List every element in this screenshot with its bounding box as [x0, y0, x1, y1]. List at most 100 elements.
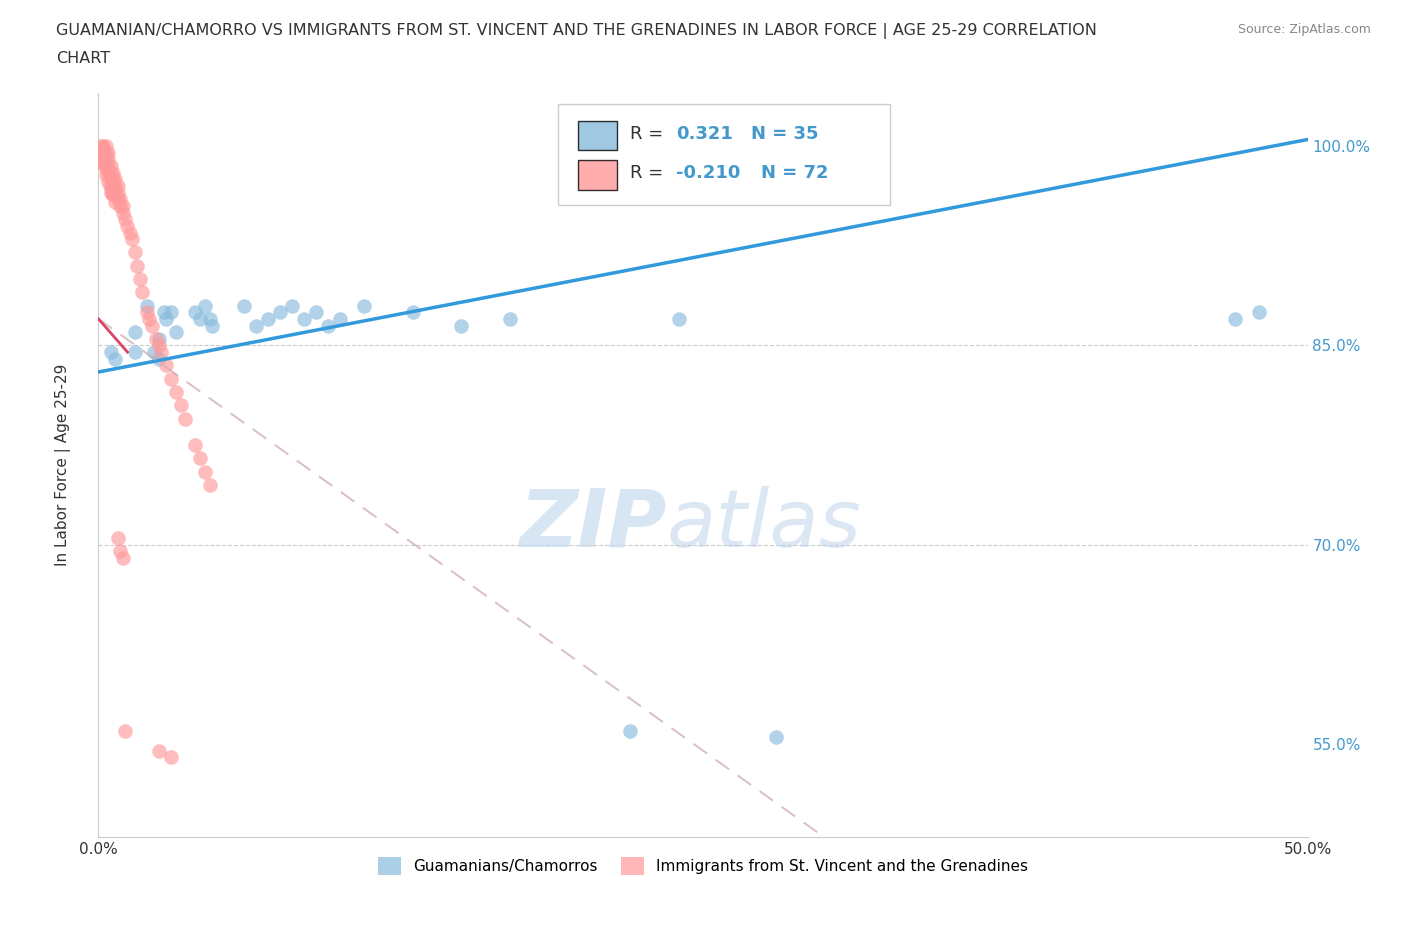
- Point: [101, 179, 124, 193]
- Point: [104, 185, 127, 200]
- Point: [100, 166, 122, 180]
- Point: [111, 198, 134, 213]
- Point: [160, 305, 183, 320]
- Point: [765, 730, 787, 745]
- Point: [91, 156, 114, 171]
- Point: [124, 345, 146, 360]
- Text: ZIP: ZIP: [519, 485, 666, 564]
- Point: [100, 172, 122, 187]
- Point: [118, 225, 141, 240]
- Point: [184, 438, 207, 453]
- Point: [145, 331, 167, 346]
- Point: [114, 212, 136, 227]
- Point: [131, 285, 153, 299]
- Point: [107, 179, 129, 193]
- Point: [128, 272, 150, 286]
- FancyBboxPatch shape: [578, 160, 617, 190]
- Point: [97, 145, 120, 160]
- Text: 0.321: 0.321: [676, 125, 734, 143]
- Point: [101, 166, 124, 180]
- Point: [148, 352, 170, 366]
- Point: [91, 142, 114, 157]
- Point: [107, 531, 129, 546]
- Point: [165, 325, 187, 339]
- Point: [97, 159, 120, 174]
- Legend: Guamanians/Chamorros, Immigrants from St. Vincent and the Grenadines: Guamanians/Chamorros, Immigrants from St…: [373, 851, 1033, 882]
- Point: [498, 312, 520, 326]
- Point: [160, 750, 183, 764]
- Point: [100, 181, 122, 196]
- Point: [256, 312, 278, 326]
- Point: [232, 299, 254, 313]
- Point: [90, 154, 112, 169]
- Point: [245, 318, 267, 333]
- Text: atlas: atlas: [666, 485, 862, 564]
- Point: [150, 345, 173, 360]
- Point: [104, 179, 127, 193]
- Point: [111, 551, 134, 565]
- Point: [201, 318, 224, 333]
- Point: [281, 299, 304, 313]
- Point: [90, 145, 112, 160]
- Point: [198, 312, 221, 326]
- Point: [198, 477, 221, 492]
- Point: [97, 175, 120, 190]
- Point: [402, 305, 425, 320]
- Point: [117, 219, 139, 233]
- Point: [111, 206, 134, 220]
- Point: [668, 312, 690, 326]
- Point: [184, 305, 207, 320]
- Point: [101, 185, 124, 200]
- Point: [188, 312, 211, 326]
- Text: CHART: CHART: [56, 51, 110, 66]
- Point: [100, 159, 122, 174]
- Point: [108, 544, 131, 559]
- Point: [94, 159, 117, 174]
- Point: [94, 145, 117, 160]
- Point: [104, 172, 127, 187]
- Point: [1223, 312, 1246, 326]
- Point: [90, 141, 112, 156]
- Point: [97, 152, 120, 166]
- Point: [108, 192, 131, 206]
- Point: [94, 152, 117, 166]
- Point: [165, 384, 187, 399]
- Point: [269, 305, 291, 320]
- Text: -0.210: -0.210: [676, 165, 741, 182]
- Point: [316, 318, 339, 333]
- Text: R =: R =: [630, 165, 669, 182]
- Point: [100, 179, 122, 193]
- Text: In Labor Force | Age 25-29: In Labor Force | Age 25-29: [55, 364, 72, 566]
- Point: [169, 398, 191, 413]
- Point: [114, 724, 136, 738]
- Point: [174, 411, 197, 426]
- Point: [107, 192, 129, 206]
- Point: [329, 312, 352, 326]
- Point: [1249, 305, 1271, 320]
- Point: [450, 318, 472, 333]
- Point: [90, 139, 112, 153]
- Point: [100, 345, 122, 360]
- Point: [138, 312, 160, 326]
- Text: N = 35: N = 35: [751, 125, 818, 143]
- Point: [91, 139, 114, 153]
- Point: [353, 299, 375, 313]
- Point: [124, 245, 146, 259]
- Point: [155, 312, 177, 326]
- Point: [141, 318, 163, 333]
- Point: [160, 371, 183, 386]
- Point: [101, 172, 124, 187]
- Point: [155, 358, 177, 373]
- Point: [124, 325, 146, 339]
- Point: [104, 194, 127, 209]
- Point: [127, 259, 149, 273]
- FancyBboxPatch shape: [578, 121, 617, 151]
- Point: [107, 185, 129, 200]
- Point: [101, 188, 124, 203]
- Point: [143, 345, 166, 360]
- Point: [135, 305, 157, 320]
- Point: [619, 724, 641, 738]
- Point: [108, 198, 131, 213]
- Point: [148, 743, 170, 758]
- Text: GUAMANIAN/CHAMORRO VS IMMIGRANTS FROM ST. VINCENT AND THE GRENADINES IN LABOR FO: GUAMANIAN/CHAMORRO VS IMMIGRANTS FROM ST…: [56, 23, 1097, 39]
